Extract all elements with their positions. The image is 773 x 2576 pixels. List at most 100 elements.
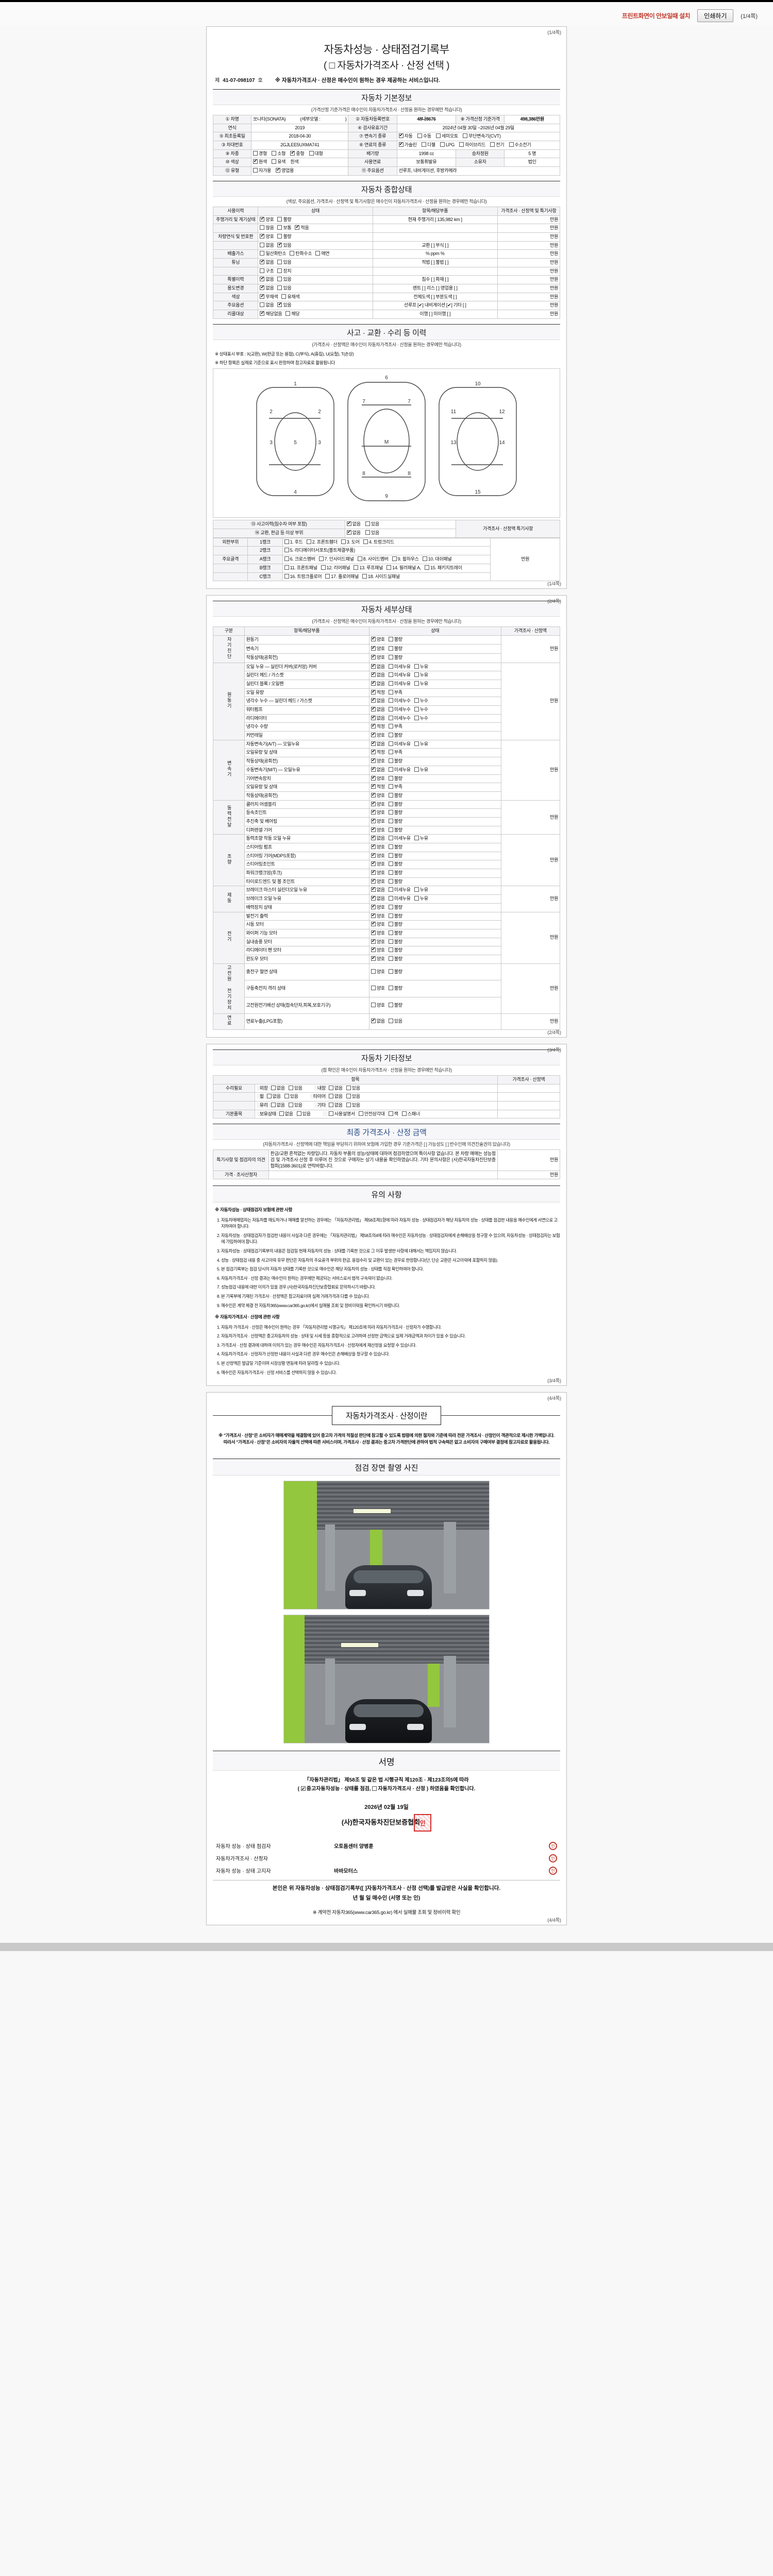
other-left-opt-0[interactable]: 없음: [271, 1103, 285, 1109]
overall-state-opt-0[interactable]: 구조: [260, 268, 274, 275]
detail-state-opt-1[interactable]: 미세누수: [388, 698, 411, 704]
detail-state-opt-0[interactable]: 양호: [371, 969, 385, 975]
detail-state-opt-1[interactable]: 부족: [388, 750, 402, 756]
color-opt-colored[interactable]: 유색: [272, 159, 285, 165]
detail-state-opt-0[interactable]: 양호: [371, 645, 385, 652]
panel-item-2-4[interactable]: 10. 대쉬패널: [422, 556, 452, 563]
panel-item-3-0[interactable]: 11. 프론트패널: [284, 565, 317, 571]
detail-state-opt-0[interactable]: 양호: [371, 732, 385, 739]
detail-state-opt-0[interactable]: 적정: [371, 689, 385, 696]
detail-state-opt-1[interactable]: 불량: [388, 792, 402, 799]
fuel-opt-hydrogen[interactable]: 수소전기: [509, 142, 531, 148]
detail-state-opt-1[interactable]: 불량: [388, 844, 402, 851]
other-right-opt-3[interactable]: 스패너: [401, 1111, 420, 1117]
detail-state-opt-0[interactable]: 양호: [371, 775, 385, 782]
detail-state-opt-1[interactable]: 미세누유: [388, 681, 411, 687]
detail-state-opt-1[interactable]: 불량: [388, 853, 402, 859]
detail-state-opt-0[interactable]: 없음: [371, 1018, 385, 1025]
detail-state-opt-0[interactable]: 적정: [371, 723, 385, 730]
overall-state-opt-1[interactable]: 불량: [277, 216, 292, 223]
detail-state-opt-2[interactable]: 누유: [414, 767, 428, 773]
detail-state-opt-2[interactable]: 누유: [414, 741, 428, 748]
detail-state-opt-0[interactable]: 양호: [371, 757, 385, 765]
detail-state-opt-1[interactable]: 불량: [388, 913, 402, 920]
other-left-opt-0[interactable]: 없음: [271, 1085, 285, 1092]
detail-state-opt-1[interactable]: 불량: [388, 956, 402, 962]
detail-state-opt-1[interactable]: 미세누수: [388, 707, 411, 713]
other-right-opt-0[interactable]: 사용설명서: [328, 1111, 355, 1117]
trans-opt-manual[interactable]: 수동: [417, 133, 431, 140]
detail-state-opt-0[interactable]: 양호: [371, 986, 385, 992]
detail-state-opt-1[interactable]: 불량: [388, 870, 402, 876]
overall-state-opt-1[interactable]: 보통: [277, 225, 292, 231]
detail-state-opt-0[interactable]: 없음: [371, 766, 385, 773]
trans-opt-auto[interactable]: 자동: [398, 132, 413, 140]
detail-state-opt-0[interactable]: 양호: [371, 938, 385, 945]
panel-item-0-0[interactable]: 1. 후드: [284, 539, 303, 546]
signature-check-appraisal[interactable]: [372, 1786, 377, 1791]
other-right-opt-0[interactable]: 없음: [328, 1094, 343, 1100]
detail-state-opt-0[interactable]: 양호: [371, 809, 385, 816]
detail-state-opt-1[interactable]: 불량: [388, 758, 402, 765]
detail-state-opt-1[interactable]: 부족: [388, 689, 402, 696]
type-opt-mid[interactable]: 중형: [290, 150, 305, 157]
panel-item-4-0[interactable]: 16. 트렁크플로어: [284, 573, 322, 580]
other-right-opt-1[interactable]: 있음: [346, 1085, 360, 1092]
overall-state-opt-0[interactable]: 양호: [260, 216, 274, 223]
detail-state-opt-0[interactable]: 양호: [371, 929, 385, 937]
detail-state-opt-0[interactable]: 양호: [371, 636, 385, 643]
detail-state-opt-1[interactable]: 불량: [388, 810, 402, 816]
detail-state-opt-1[interactable]: 미세누유: [388, 664, 411, 670]
detail-state-opt-1[interactable]: 불량: [388, 637, 402, 643]
detail-state-opt-0[interactable]: 양호: [371, 878, 385, 885]
accident-opt-none[interactable]: 없음: [346, 520, 361, 528]
detail-state-opt-1[interactable]: 불량: [388, 969, 402, 975]
overall-state-opt-2[interactable]: 적음: [295, 224, 309, 231]
panel-item-0-2[interactable]: 3. 도어: [341, 539, 360, 546]
other-right-opt-1[interactable]: 안전삼각대: [358, 1111, 385, 1117]
detail-state-opt-0[interactable]: 양호: [371, 852, 385, 859]
detail-state-opt-0[interactable]: 양호: [371, 818, 385, 825]
detail-state-opt-2[interactable]: 누유: [414, 887, 428, 893]
type-opt-small[interactable]: 소형: [272, 150, 285, 157]
overall-state-opt-1[interactable]: 장치: [277, 268, 292, 275]
panel-item-4-2[interactable]: 18. 사이드실패널: [362, 573, 400, 580]
detail-state-opt-1[interactable]: 부족: [388, 784, 402, 790]
detail-state-opt-1[interactable]: 불량: [388, 655, 402, 661]
overall-state-opt-1[interactable]: 있음: [277, 277, 292, 283]
detail-state-opt-0[interactable]: 양호: [371, 904, 385, 911]
detail-state-opt-1[interactable]: 불량: [388, 922, 402, 928]
color-opt-primary[interactable]: 원색: [253, 158, 267, 165]
detail-state-opt-0[interactable]: 양호: [371, 654, 385, 661]
detail-state-opt-2[interactable]: 누수: [414, 707, 428, 713]
detail-state-opt-0[interactable]: 양호: [371, 843, 385, 851]
detail-state-opt-1[interactable]: 불량: [388, 733, 402, 739]
other-right-opt-0[interactable]: 없음: [328, 1085, 343, 1092]
detail-state-opt-2[interactable]: 누유: [414, 672, 428, 679]
detail-state-opt-0[interactable]: 양호: [371, 921, 385, 928]
overall-state-opt-1[interactable]: 있음: [277, 301, 292, 309]
other-left-opt-1[interactable]: 있음: [296, 1111, 311, 1117]
trans-opt-cvt[interactable]: 무단변속기(CVT): [463, 133, 501, 140]
detail-state-opt-1[interactable]: 불량: [388, 947, 402, 954]
detail-state-opt-0[interactable]: 없음: [371, 715, 385, 722]
panel-item-2-1[interactable]: 7. 인사이드패널: [318, 556, 354, 563]
detail-state-opt-1[interactable]: 불량: [388, 904, 402, 911]
panel-item-2-0[interactable]: 6. 크로스멤버: [284, 556, 315, 563]
overall-state-opt-1[interactable]: 있음: [277, 242, 292, 249]
detail-state-opt-0[interactable]: 양호: [371, 801, 385, 808]
detail-state-opt-0[interactable]: 적정: [371, 783, 385, 790]
detail-state-opt-1[interactable]: 불량: [388, 818, 402, 825]
panel-item-1-0[interactable]: 5. 라디에이터서포트(볼트체결부품): [284, 548, 355, 554]
detail-state-opt-0[interactable]: 없음: [371, 835, 385, 842]
overall-state-opt-1[interactable]: 유채색: [281, 294, 300, 300]
fuel-opt-gasoline[interactable]: 가솔린: [398, 141, 417, 148]
detail-state-opt-2[interactable]: 누유: [414, 664, 428, 670]
exchange-opt-none[interactable]: 없음: [346, 529, 361, 536]
overall-state-opt-0[interactable]: 일산화탄소: [260, 251, 287, 257]
overall-state-opt-1[interactable]: 탄화수소: [290, 251, 312, 257]
other-left-opt-1[interactable]: 있음: [288, 1103, 303, 1109]
panel-item-3-3[interactable]: 14. 필러패널 A,: [386, 565, 421, 571]
overall-state-opt-0[interactable]: 무채색: [260, 293, 278, 300]
signature-check-performance[interactable]: [300, 1785, 306, 1793]
